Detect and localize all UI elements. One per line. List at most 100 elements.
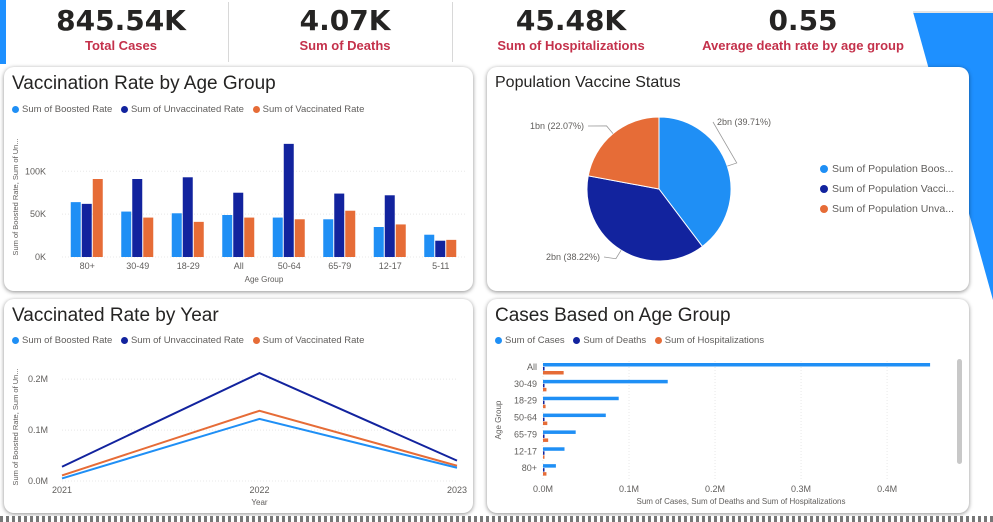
bar: [543, 451, 545, 455]
bar: [143, 217, 154, 257]
bar: [435, 240, 446, 257]
bar: [543, 400, 545, 405]
y-tick-label: 100K: [25, 166, 46, 176]
bar: [283, 143, 294, 257]
panel-title: Population Vaccine Status: [495, 74, 681, 91]
pie-data-label: 2bn (38.22%): [546, 252, 600, 262]
bar: [543, 464, 556, 468]
legend-label: Sum of Boosted Rate: [22, 335, 113, 346]
kpi-label: Sum of Hospitalizations: [497, 38, 645, 53]
bar: [543, 367, 545, 371]
legend-item-boosted[interactable]: Sum of Population Boos...: [820, 163, 954, 183]
legend-label: Sum of Population Unva...: [832, 203, 954, 215]
x-tick-label: 0.4M: [877, 484, 897, 494]
bar: [543, 468, 545, 472]
bar: [132, 179, 143, 257]
pie-data-label: 1bn (22.07%): [530, 121, 584, 131]
bar: [222, 215, 233, 257]
x-tick-label: 0.1M: [619, 484, 639, 494]
kpi-value: 0.55: [768, 4, 838, 37]
legend-item-unvaccinated[interactable]: Sum of Unvaccinated Rate: [120, 104, 244, 115]
y-tick-label: 0.0M: [28, 476, 48, 486]
bar: [182, 177, 193, 257]
x-tick-label: 65-79: [328, 261, 351, 271]
legend-item-vaccinated[interactable]: Sum of Vaccinated Rate: [252, 104, 365, 115]
bar: [543, 447, 565, 451]
y-tick-label: 0.1M: [28, 425, 48, 435]
legend-label: Sum of Unvaccinated Rate: [130, 104, 244, 115]
series-line: [61, 371, 458, 468]
panel-population-vaccine-status[interactable]: Population Vaccine Status 2bn (39.71%) 2b…: [487, 67, 969, 291]
pie-slice: [586, 175, 704, 262]
bar: [543, 438, 549, 442]
bar: [543, 363, 931, 367]
pie-leader-line: [603, 250, 622, 260]
x-tick-label: 2021: [52, 485, 72, 495]
bar: [543, 387, 547, 392]
x-axis-label: Sum of Cases, Sum of Deaths and Sum of H…: [637, 497, 846, 506]
legend-item-boosted[interactable]: Sum of Boosted Rate: [12, 335, 112, 346]
legend-item-vaccinated[interactable]: Sum of Population Vacci...: [820, 183, 954, 203]
kpi-label: Sum of Deaths: [299, 38, 391, 53]
panel-vaccinated-rate-by-year[interactable]: Vaccinated Rate by Year Sum of Boosted R…: [4, 299, 473, 513]
legend-label: Sum of Vaccinated Rate: [262, 104, 365, 115]
legend-label: Sum of Boosted Rate: [22, 104, 113, 115]
kpi-average-death-rate[interactable]: 0.55 Average death rate by age group: [698, 4, 908, 54]
panel-title: Vaccination Rate by Age Group: [12, 73, 276, 94]
legend-item-boosted[interactable]: Sum of Boosted Rate: [12, 104, 112, 115]
bar: [543, 455, 545, 459]
chart-legend: Sum of Boosted Rate Sum of Unvaccinated …: [12, 104, 370, 115]
kpi-total-cases[interactable]: 845.54K Total Cases: [16, 4, 226, 54]
bar: [543, 371, 564, 375]
y-tick-label: 65-79: [514, 429, 537, 439]
x-axis-label: Age Group: [245, 275, 284, 284]
kpi-divider: [228, 2, 229, 62]
legend-item-vaccinated[interactable]: Sum of Vaccinated Rate: [252, 335, 364, 346]
legend-item-unvaccinated[interactable]: Sum of Population Unva...: [820, 203, 954, 223]
bar: [543, 472, 547, 476]
y-axis-label: Sum of Boosted Rate, Sum of Un...: [11, 138, 20, 255]
y-tick-label: 80+: [522, 463, 537, 473]
kpi-label: Total Cases: [84, 38, 157, 53]
legend-item-hospitalizations[interactable]: Sum of Hospitalizations: [654, 335, 764, 346]
legend-label: Sum of Deaths: [583, 335, 647, 346]
y-tick-label: 18-29: [514, 396, 537, 406]
x-tick-label: 2022: [249, 485, 269, 495]
pie-chart: 2bn (39.71%) 2bn (38.22%) 1bn (22.07%): [530, 116, 771, 262]
x-axis-label: Year: [251, 498, 268, 507]
kpi-sum-hospitalizations[interactable]: 45.48K Sum of Hospitalizations: [466, 4, 676, 54]
x-tick-label: 18-29: [177, 261, 200, 271]
series-line: [61, 417, 458, 480]
scrollbar-thumb: [957, 359, 962, 464]
bar: [171, 213, 182, 257]
x-tick-label: 5-11: [432, 261, 449, 271]
y-axis-label: Age Group: [494, 400, 503, 439]
pie-leader-line: [712, 121, 738, 167]
kpi-value: 45.48K: [515, 4, 627, 37]
bar: [543, 379, 668, 384]
bar: [272, 217, 283, 257]
kpi-divider: [452, 2, 453, 62]
legend-item-cases[interactable]: Sum of Cases: [495, 335, 565, 346]
bar: [395, 224, 406, 257]
panel-cases-based-on-age[interactable]: Cases Based on Age Group Sum of Cases Su…: [487, 299, 969, 513]
kpi-sum-deaths[interactable]: 4.07K Sum of Deaths: [240, 4, 450, 54]
x-tick-label: 12-17: [379, 261, 402, 271]
kpi-value: 845.54K: [56, 4, 186, 37]
hbar-chart-cases: 0.0M 0.1M 0.2M 0.3M 0.4M All 30-49 18-29 50-64 65…: [494, 359, 962, 506]
bar: [543, 434, 545, 438]
bar: [294, 219, 305, 257]
bar: [193, 221, 204, 257]
bar: [446, 239, 457, 257]
x-tick-label: 0.0M: [533, 484, 553, 494]
bar: [543, 404, 546, 409]
bar: [373, 227, 384, 257]
panel-vaccination-rate-by-age[interactable]: Vaccination Rate by Age Group Sum of Boo…: [4, 67, 473, 291]
legend-item-unvaccinated[interactable]: Sum of Unvaccinated Rate: [120, 335, 244, 346]
legend-item-deaths[interactable]: Sum of Deaths: [573, 335, 646, 346]
pie-legend: Sum of Population Boos... Sum of Populat…: [820, 163, 954, 223]
bar-chart-age: 0K 50K 100K 80+ 30-49 18-29 All 50-64 65-79 12-17…: [11, 138, 466, 284]
y-tick-label: 0.2M: [28, 374, 48, 384]
x-tick-label: 2023: [447, 485, 467, 495]
x-tick-label: 30-49: [126, 261, 149, 271]
